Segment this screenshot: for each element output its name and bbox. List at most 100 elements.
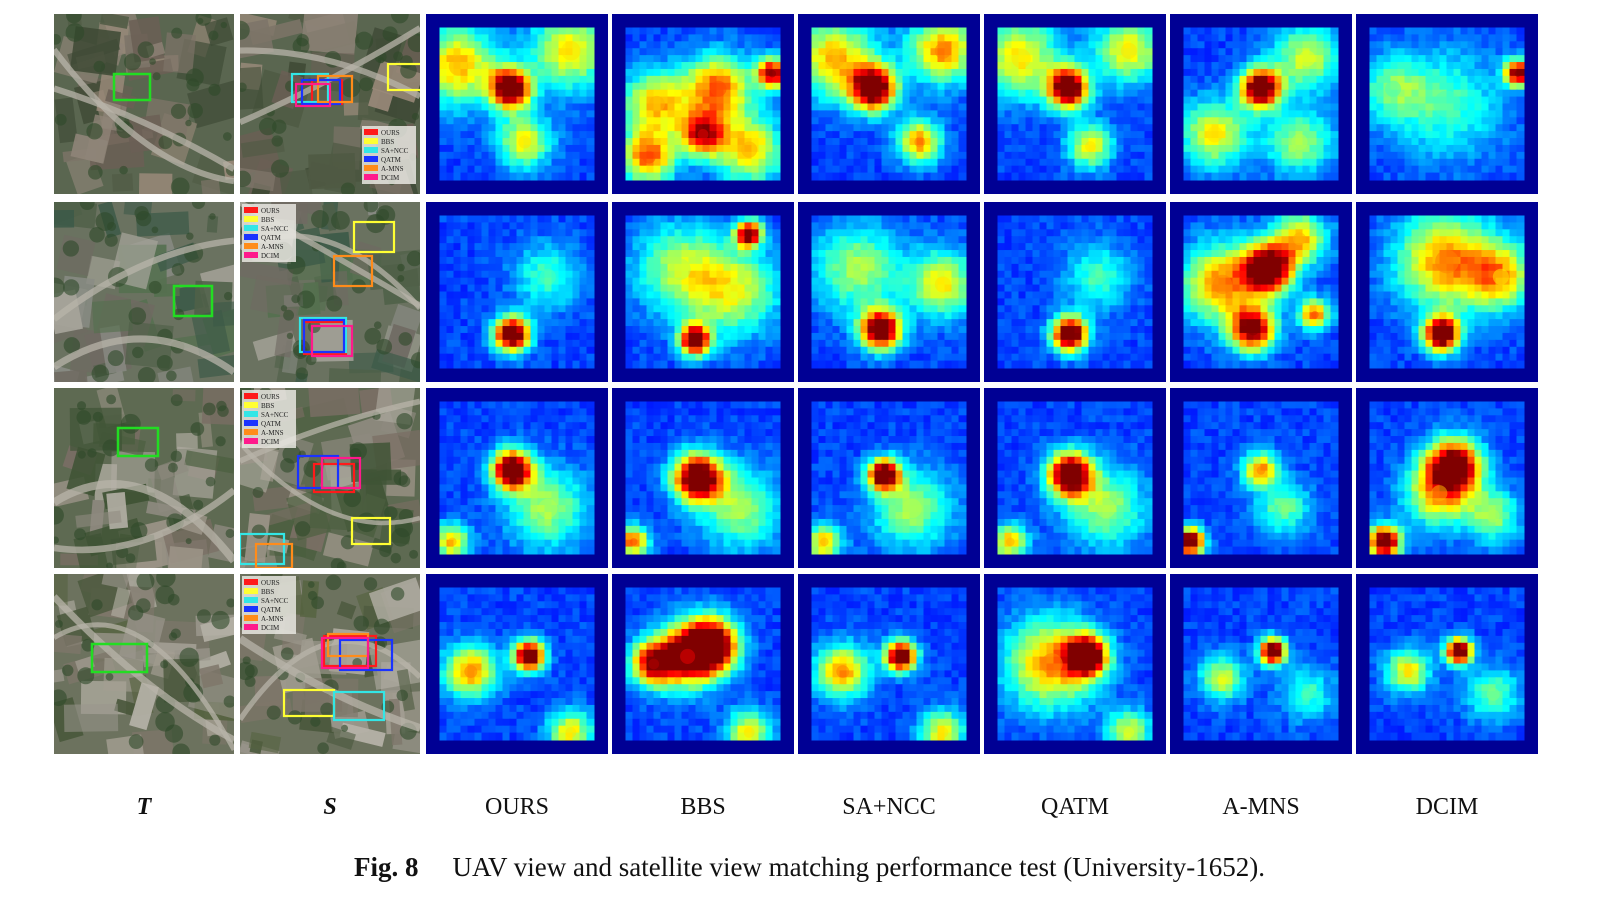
heatmap-peak bbox=[1291, 133, 1308, 151]
heatmap-amns bbox=[1170, 202, 1352, 382]
heatmap-peak bbox=[1438, 330, 1447, 339]
heatmap-peak bbox=[820, 537, 829, 547]
heatmap-field bbox=[997, 401, 1153, 555]
heatmap-peak bbox=[518, 135, 532, 149]
heatmap-field bbox=[1369, 215, 1525, 369]
column-label-qatm: QATM bbox=[1040, 794, 1109, 820]
heatmap-peak bbox=[448, 537, 457, 547]
match-box-bbs bbox=[352, 220, 396, 254]
cell-row1-dcim bbox=[1356, 14, 1538, 194]
heatmap-peak bbox=[1011, 48, 1031, 69]
heatmap-peak bbox=[505, 83, 516, 94]
cell-row1-t bbox=[54, 14, 234, 194]
heatmap-peak bbox=[448, 56, 469, 76]
legend-label: A-MNS bbox=[381, 165, 404, 173]
cell-row4-qatm bbox=[984, 574, 1166, 754]
heatmap-peak bbox=[1096, 498, 1116, 519]
heatmap-peak bbox=[692, 472, 705, 484]
heatmap-peak bbox=[1212, 274, 1233, 295]
heatmap-field bbox=[1183, 587, 1339, 741]
heatmap-field bbox=[1369, 587, 1525, 741]
legend-label: BBS bbox=[261, 402, 274, 410]
cell-row2-bbs bbox=[612, 202, 794, 382]
cell-row4-bbs bbox=[612, 574, 794, 754]
match-box-bbs bbox=[350, 516, 392, 546]
heatmap-amns bbox=[1170, 14, 1352, 194]
heatmap-peak bbox=[565, 727, 577, 738]
cell-row3-dcim bbox=[1356, 388, 1538, 568]
cell-row3-amns bbox=[1170, 388, 1352, 568]
legend-label: OURS bbox=[261, 579, 280, 587]
heatmap-amns bbox=[1170, 574, 1352, 754]
cell-row1-bbs bbox=[612, 14, 794, 194]
figure-grid: OURS BBS SA+NCC QATM A-MNS DCIM OURS BBS SA+NCC Q… bbox=[54, 14, 1600, 782]
heatmap-peak bbox=[723, 281, 745, 303]
heatmap-peak bbox=[1299, 50, 1316, 67]
cell-row2-t bbox=[54, 202, 234, 382]
heatmap-field bbox=[439, 587, 595, 741]
legend-label: SA+NCC bbox=[261, 597, 289, 605]
figure-number: Fig. 8 bbox=[353, 852, 419, 882]
cell-row3-bbs bbox=[612, 388, 794, 568]
column-label-bbs: BBS bbox=[680, 794, 726, 820]
heatmap-peak bbox=[1123, 727, 1135, 738]
legend-label: OURS bbox=[261, 207, 280, 215]
heatmap-peak bbox=[745, 231, 753, 238]
uav-view-image bbox=[54, 574, 234, 754]
heatmap-peak bbox=[825, 48, 845, 69]
heatmap-field bbox=[997, 587, 1153, 741]
cell-row1-qatm bbox=[984, 14, 1166, 194]
column-label-s: S bbox=[323, 794, 337, 820]
heatmap-ours bbox=[426, 14, 608, 194]
heatmap-peak bbox=[868, 83, 879, 95]
heatmap-peak bbox=[836, 665, 850, 679]
cell-row2-dcim bbox=[1356, 202, 1538, 382]
cell-row4-ours bbox=[426, 574, 608, 754]
heatmap-bbs bbox=[612, 574, 794, 754]
heatmap-peak bbox=[1514, 70, 1522, 77]
heatmap-bbs bbox=[612, 388, 794, 568]
heatmap-field bbox=[625, 401, 781, 555]
heatmap-qatm bbox=[984, 202, 1166, 382]
match-box-dcim bbox=[320, 636, 370, 670]
heatmap-peak bbox=[1006, 537, 1015, 547]
cell-row2-sancc bbox=[798, 202, 980, 382]
legend-label: DCIM bbox=[261, 624, 280, 632]
match-box-sancc bbox=[290, 72, 330, 104]
legend-label: DCIM bbox=[261, 252, 280, 260]
heatmap-peak bbox=[1206, 126, 1223, 143]
match-box-sancc bbox=[240, 532, 286, 566]
heatmap-peak bbox=[768, 69, 777, 78]
heatmap-peak bbox=[1090, 268, 1107, 285]
heatmap-dcim bbox=[1356, 388, 1538, 568]
heatmap-peak bbox=[731, 498, 752, 519]
heatmap-peak bbox=[1082, 651, 1093, 662]
heatmap-field bbox=[625, 215, 781, 369]
heatmap-sancc bbox=[798, 574, 980, 754]
heatmap-sancc bbox=[798, 388, 980, 568]
heatmap-peak bbox=[697, 129, 709, 140]
cell-row3-sancc bbox=[798, 388, 980, 568]
heatmap-field bbox=[997, 215, 1153, 369]
heatmap-peak bbox=[937, 727, 949, 738]
heatmap-peak bbox=[561, 41, 581, 61]
heatmap-ours bbox=[426, 202, 608, 382]
match-box-qatm bbox=[296, 454, 340, 490]
cell-row3-t bbox=[54, 388, 234, 568]
legend-label: A-MNS bbox=[261, 615, 284, 623]
heatmap-field bbox=[1369, 401, 1525, 555]
legend-label: SA+NCC bbox=[261, 411, 289, 419]
legend-label: SA+NCC bbox=[381, 147, 409, 155]
heatmap-peak bbox=[1300, 687, 1314, 701]
heatmap-peak bbox=[1256, 83, 1266, 94]
legend-label: DCIM bbox=[381, 174, 400, 182]
heatmap-dcim bbox=[1356, 202, 1538, 382]
heatmap-peak bbox=[507, 465, 518, 476]
heatmap-peak bbox=[629, 538, 638, 546]
match-box-ours bbox=[322, 634, 378, 668]
heatmap-bbs bbox=[612, 202, 794, 382]
heatmap-peak bbox=[1066, 330, 1075, 339]
heatmap-dcim bbox=[1356, 14, 1538, 194]
